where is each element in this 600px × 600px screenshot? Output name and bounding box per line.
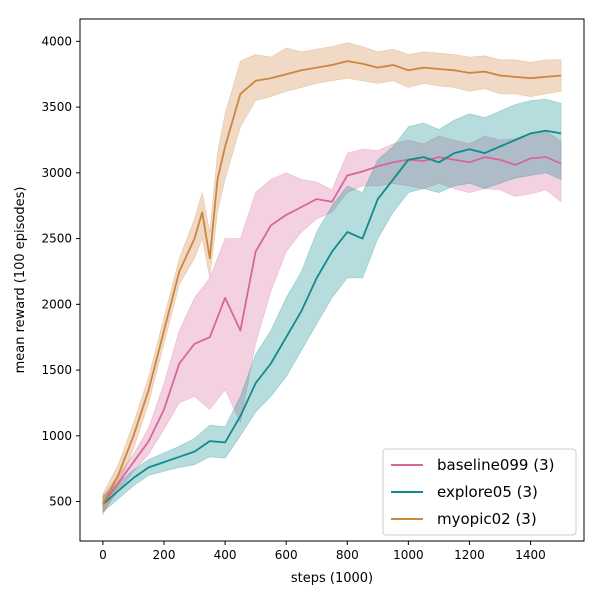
x-tick-label: 400 — [214, 548, 237, 562]
series-line-baseline099 — [102, 156, 562, 505]
x-tick-label: 800 — [336, 548, 359, 562]
y-tick-label: 2500 — [41, 232, 72, 246]
series-line-myopic02 — [102, 60, 562, 505]
y-axis: 500 1000 1500 2000 2500 3000 3500 4000 — [41, 34, 80, 509]
x-axis: 0 200 400 600 800 1000 1200 1400 — [99, 541, 546, 562]
y-tick-label: 3500 — [41, 100, 72, 114]
y-axis-label: mean reward (100 episodes) — [13, 187, 28, 374]
y-tick-label: 1000 — [41, 429, 72, 443]
y-tick-label: 500 — [49, 495, 72, 509]
series-line-explore05 — [102, 129, 562, 505]
x-axis-label: steps (1000) — [291, 571, 373, 586]
x-tick-label: 1200 — [454, 548, 485, 562]
y-tick-label: 4000 — [41, 34, 72, 48]
y-tick-label: 2000 — [41, 297, 72, 311]
legend-label: explore05 (3) — [437, 483, 538, 501]
x-tick-label: 1000 — [393, 548, 424, 562]
y-tick-label: 1500 — [41, 363, 72, 377]
legend: baseline099 (3) explore05 (3) myopic02 (3) — [382, 448, 577, 536]
plot-frame — [79, 18, 585, 542]
legend-label: baseline099 (3) — [437, 456, 554, 474]
series-lines — [102, 60, 562, 505]
x-tick-label: 0 — [99, 548, 107, 562]
band-myopic02 — [102, 42, 562, 515]
legend-box — [382, 448, 577, 536]
x-tick-label: 200 — [153, 548, 176, 562]
y-tick-label: 3000 — [41, 166, 72, 180]
x-tick-label: 1400 — [515, 548, 546, 562]
band-baseline099 — [102, 130, 562, 514]
x-tick-label: 600 — [275, 548, 298, 562]
legend-label: myopic02 (3) — [437, 510, 537, 528]
